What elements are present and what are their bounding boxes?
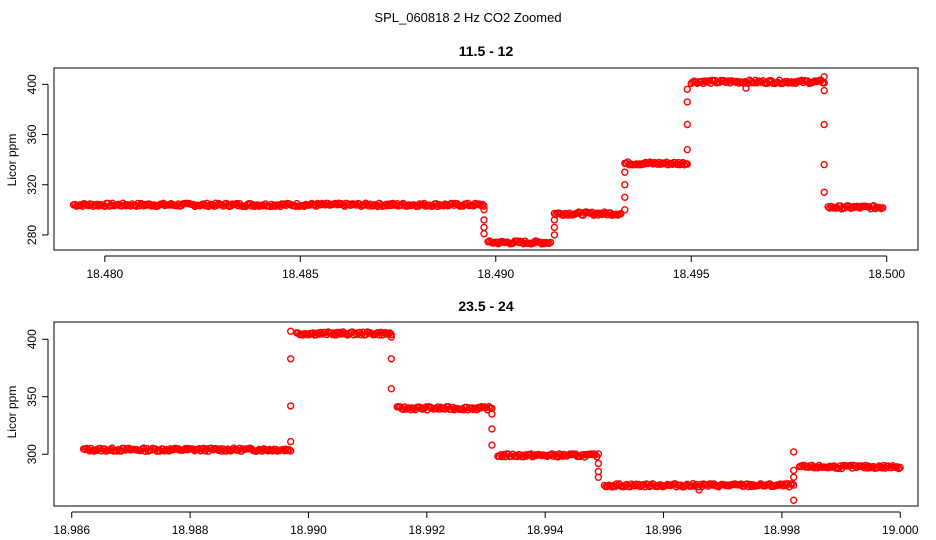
panel-2-data-point (112, 447, 121, 455)
panel-1-x-tick-label: 18.495 (673, 267, 710, 281)
panel-2-data-point (788, 480, 796, 488)
panel-1-plot-frame (53, 67, 919, 251)
panel-2-x-tick-label: 18.998 (764, 523, 801, 537)
panel-1-x-tick-label: 18.490 (477, 267, 514, 281)
panel-2-data-point (790, 481, 798, 489)
panel-2-data-point (387, 330, 395, 339)
panel-1-data-point (621, 193, 629, 202)
panel-2-y-tick-label: 300 (25, 444, 39, 464)
panel-2-data-point (287, 447, 295, 455)
panel-1-data-point (683, 85, 691, 94)
panel-1-data-point (820, 86, 828, 95)
panel-1-data-point (480, 202, 488, 210)
panel-1-data-point (475, 200, 484, 208)
panel-1-data-point (683, 145, 691, 154)
panel-2-x-tick-label: 18.994 (527, 523, 564, 537)
panel-1-y-tick-label: 360 (25, 124, 39, 144)
panel-1-points (69, 73, 887, 248)
panel-2-data-point (287, 437, 295, 446)
panel-2-data-point (549, 452, 558, 460)
panel-2-data-point (287, 355, 295, 363)
panel-2-data-point (287, 402, 295, 410)
panel-2-data-point (790, 496, 798, 504)
panel-1-data-point (335, 199, 343, 207)
panel-2-data-point (387, 355, 395, 363)
panel-2-y-tick-label: 350 (25, 386, 39, 406)
panel-2-data-point (594, 459, 603, 468)
panel-2-x-tick-label: 18.990 (290, 523, 327, 537)
panel-1-data-point (879, 204, 887, 212)
panel-2-axes: 18.986 18.988 18.990 18.992 18.994 18.996 18.9… (25, 329, 919, 537)
panel-1-data-point (742, 84, 750, 92)
panel-2-data-point (790, 473, 798, 481)
panel-2-data-point (695, 486, 703, 494)
panel-2-data-point (282, 445, 290, 453)
panel-1-y-tick-label: 280 (25, 225, 39, 245)
panel-2-data-point (790, 448, 798, 456)
panel-1-axes: 18.480 18.485 18.490 18.495 18.500 280 320 360 4… (25, 74, 905, 281)
panel-2-data-point (387, 333, 395, 341)
panel-1: 11.5 - 12 Licor ppm 18.480 18.485 18.490 18… (5, 43, 919, 281)
panel-1-data-point (701, 77, 709, 85)
panel-1-y-tick-label: 320 (25, 174, 39, 194)
panel-1-data-point (621, 206, 629, 214)
panel-2-data-point (896, 463, 904, 472)
panel-2-x-tick-label: 18.986 (53, 523, 90, 537)
panel-1-y-tick-label: 400 (25, 74, 39, 94)
panel-1-data-point (683, 160, 691, 168)
panel-1-data-point (480, 229, 488, 238)
panel-2-x-tick-label: 18.988 (172, 523, 209, 537)
panel-1-data-point (680, 161, 689, 169)
panel-2-y-tick-label: 400 (25, 329, 39, 349)
panel-2-data-point (790, 466, 798, 475)
panel-1-data-point (480, 223, 488, 232)
panel-2-data-point (488, 425, 496, 433)
panel-1-data-point (621, 168, 629, 176)
panel-1-x-tick-label: 18.480 (86, 267, 123, 281)
panel-2-title: 23.5 - 24 (458, 298, 513, 314)
panel-2-data-point (285, 446, 293, 454)
panel-1-data-point (550, 223, 559, 232)
panel-1-data-point (820, 73, 828, 81)
panel-1-data-point (683, 98, 691, 106)
panel-1-ylabel: Licor ppm (5, 134, 19, 187)
panel-1-data-point (820, 160, 828, 169)
panel-1-data-point (621, 180, 629, 189)
panel-1-x-tick-label: 18.485 (282, 267, 319, 281)
panel-1-data-point (546, 238, 555, 247)
panel-1-data-point (480, 206, 488, 214)
panel-2-data-point (893, 463, 901, 471)
panel-2-x-tick-label: 18.992 (408, 523, 445, 537)
panel-2-ylabel: Licor ppm (5, 386, 19, 439)
panel-1-data-point (550, 216, 559, 224)
panel-2-data-point (488, 410, 496, 418)
panel-2-points (79, 327, 904, 504)
panel-1-data-point (820, 188, 828, 197)
panel-1-data-point (820, 120, 828, 129)
panel-1-data-point (514, 237, 522, 245)
figure-title: SPL_060818 2 Hz CO2 Zoomed (374, 10, 561, 25)
panel-1-data-point (480, 216, 488, 224)
panel-2-data-point (387, 385, 395, 393)
panel-2-x-tick-label: 19.000 (882, 523, 919, 537)
panel-2-data-point (594, 473, 603, 481)
panel-1-data-point (617, 209, 625, 218)
panel-1-data-point (683, 120, 691, 129)
panel-2: 23.5 - 24 Licor ppm 18.986 18.988 18.990 18… (5, 298, 919, 537)
panel-2-data-point (386, 329, 394, 337)
panel-2-x-tick-label: 18.996 (645, 523, 682, 537)
panel-2-plot-frame (53, 321, 919, 507)
panel-1-data-point (369, 202, 377, 210)
panel-2-data-point (488, 441, 496, 449)
panel-1-data-point (550, 231, 559, 239)
panel-2-data-point (287, 327, 295, 335)
panel-1-title: 11.5 - 12 (459, 43, 514, 59)
panel-1-x-tick-label: 18.500 (868, 267, 905, 281)
panel-2-data-point (594, 450, 603, 458)
